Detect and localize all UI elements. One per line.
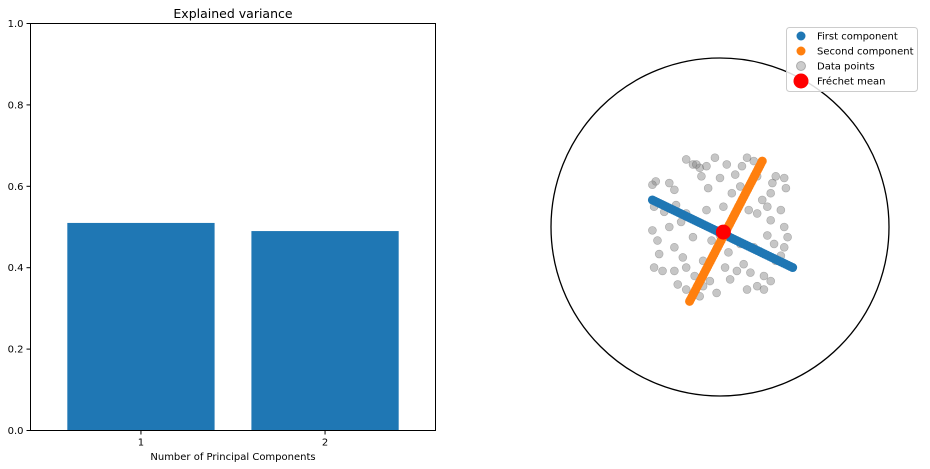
frechet-mean-marker [715,224,731,240]
legend-marker-second-component [796,46,806,56]
data-point [763,202,772,212]
data-point [722,160,732,169]
bar-1 [67,222,215,431]
data-point [766,276,776,286]
data-point [724,248,733,257]
data-point [730,170,740,179]
data-point [744,205,754,215]
bar-series [67,222,399,431]
data-point [670,266,679,276]
data-point [664,222,674,232]
y-tick-label: 1.0 [8,19,24,30]
data-point [649,263,659,272]
legend-label-second-component: Second component [817,47,914,58]
data-point [768,178,777,188]
legend-frame [786,27,918,92]
data-point [746,268,755,277]
data-point [783,232,792,242]
data-point [648,180,657,190]
data-point [725,275,735,284]
data-point [763,231,772,240]
data-point [752,281,762,291]
data-point [759,271,769,281]
second-component-point [757,156,767,166]
data-points-series [648,153,792,301]
data-point [779,242,789,252]
x-tick-label: 2 [322,438,328,449]
legend-label-frechet-mean: Fréchet mean [817,76,886,88]
data-point [681,155,691,164]
data-point [702,205,711,215]
data-point [712,288,721,298]
data-point [759,285,769,294]
data-point [702,161,711,171]
data-point [710,153,720,163]
data-point [673,280,683,289]
data-point [715,173,725,183]
y-axis: 0.0 0.2 0.4 0.6 0.8 1.0 [8,19,31,437]
legend-label-data-points: Data points [817,62,875,73]
data-point [781,183,791,193]
data-point [681,263,691,272]
legend-marker-frechet-mean [793,73,809,89]
data-point [678,253,688,262]
x-tick-label: 1 [138,438,144,449]
second-component-series [685,156,767,306]
y-tick-label: 0.2 [8,345,24,356]
data-point [705,276,715,286]
bar-2 [251,231,399,431]
data-point [648,226,657,235]
data-point [681,285,691,294]
data-point [654,249,664,259]
legend-marker-first-component [796,31,806,41]
data-point [653,236,662,245]
data-point [720,263,730,272]
data-point [779,173,789,183]
data-point [769,239,779,249]
data-point [752,209,762,218]
data-point [670,185,679,195]
data-point [732,266,742,276]
data-point [719,202,728,212]
data-point [737,161,747,171]
data-point [697,172,706,181]
data-point [688,232,698,242]
data-point [766,215,776,225]
y-tick-label: 0.8 [8,100,24,111]
first-component-series [647,195,798,273]
data-point [727,188,737,198]
data-point [707,236,716,245]
legend-label-first-component: First component [817,32,898,43]
data-point [742,153,752,163]
data-point [742,285,752,294]
bar-chart-title: Explained variance [173,6,292,21]
legend: First component Second component Data po… [786,27,918,92]
y-tick-label: 0.0 [8,426,24,437]
y-tick-label: 0.4 [8,263,24,274]
data-point [779,222,789,232]
data-point [670,242,679,252]
poincare-disk-boundary [550,57,890,397]
data-point [695,163,705,173]
data-point [651,177,661,186]
y-tick-label: 0.6 [8,182,24,193]
bar-chart-xlabel: Number of Principal Components [150,452,315,463]
data-point [658,266,667,276]
data-point [688,160,698,169]
first-component-point [788,263,798,273]
data-point [664,178,674,188]
data-point [766,188,776,198]
disk-plot [550,57,890,397]
data-point [771,172,781,181]
data-point [692,160,701,169]
data-point [739,259,748,269]
data-point [776,205,786,215]
bar-chart-frame [30,23,436,431]
data-point [757,195,767,205]
data-point [703,183,713,193]
legend-marker-data-points [796,61,806,71]
